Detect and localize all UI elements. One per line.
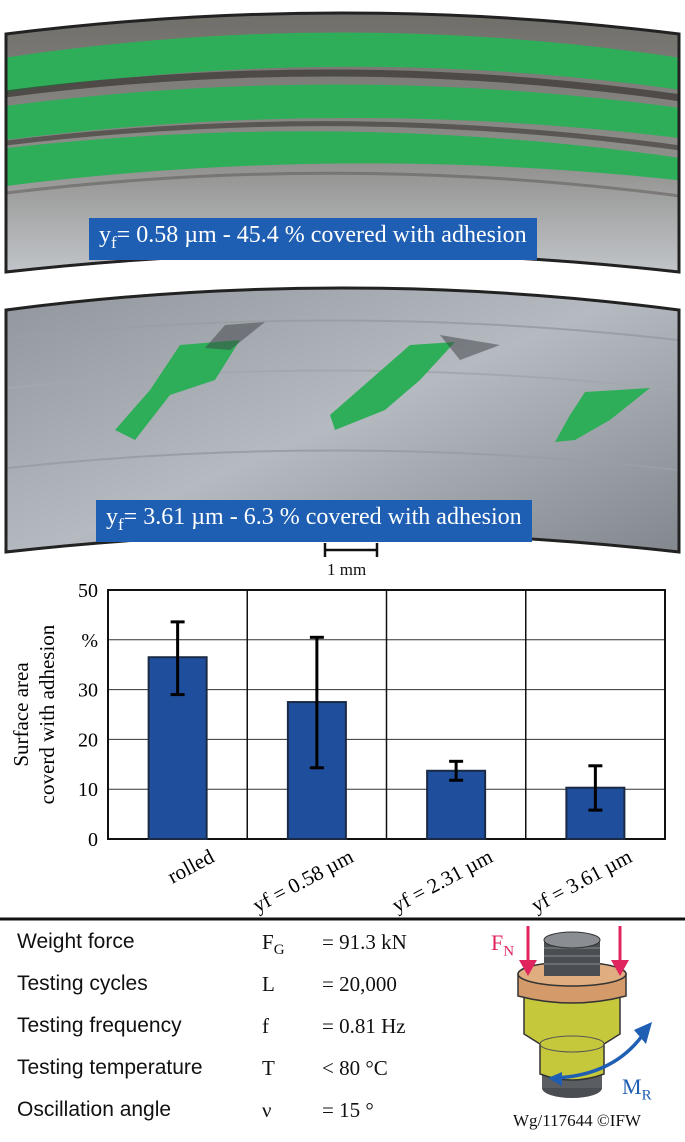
param-symbol-main: f <box>262 1014 269 1038</box>
param-symbol-main: L <box>262 972 275 996</box>
param-symbol: FG <box>262 930 285 959</box>
photo-2-label-sub: f <box>118 514 124 534</box>
photo-1-label-rest: = 0.58 µm - 45.4 % covered with adhesion <box>116 222 527 248</box>
y-axis-label-line1: Surface area <box>9 662 33 767</box>
photo-1-label-sub: f <box>111 232 117 252</box>
photo-2-label-rest: = 3.61 µm - 6.3 % covered with adhesion <box>123 504 522 530</box>
adhesion-bar-chart: 0 10 20 30% 50 Surface area coverd with adhesi… <box>9 580 666 917</box>
param-label: Oscillation angle <box>17 1098 172 1121</box>
param-symbol: L <box>262 972 275 1001</box>
copyright-credit: Wg/117644 ©IFW <box>513 1111 641 1130</box>
x-tick-label: yf = 0.58 µm <box>249 844 358 917</box>
photo-2-label: yf= 3.61 µm - 6.3 % covered with adhesio… <box>96 500 532 542</box>
photo-1-label: yf= 0.58 µm - 45.4 % covered with adhesi… <box>89 218 537 260</box>
param-value: = 15 ° <box>322 1098 374 1122</box>
param-value: < 80 °C <box>322 1056 388 1080</box>
y-tick-label: % <box>81 630 98 652</box>
fn-main: F <box>491 930 504 955</box>
specimen-illustration <box>517 926 652 1098</box>
scale-bar <box>323 543 379 557</box>
mr-main: M <box>622 1074 642 1099</box>
param-symbol: ν <box>262 1098 272 1127</box>
x-tick-label: rolled <box>163 844 218 888</box>
param-label: Weight force <box>17 930 135 953</box>
fn-sub: N <box>503 943 515 960</box>
y-tick-label: 50 <box>78 580 98 602</box>
param-symbol-main: T <box>262 1056 275 1080</box>
section-divider <box>0 917 685 921</box>
param-value: = 20,000 <box>322 972 397 996</box>
param-label: Testing temperature <box>17 1056 203 1079</box>
x-tick-label: yf = 2.31 µm <box>388 844 497 917</box>
param-symbol-main: ν <box>262 1098 272 1122</box>
param-symbol-sub: G <box>273 942 285 959</box>
photo-2-label-prefix: y <box>106 504 118 530</box>
param-value: = 91.3 kN <box>322 930 407 954</box>
y-tick-label: 0 <box>88 829 98 851</box>
param-symbol: T <box>262 1056 275 1085</box>
bar <box>426 769 487 840</box>
x-tick-label: yf = 3.61 µm <box>527 844 636 917</box>
param-value: = 0.81 Hz <box>322 1014 406 1038</box>
photo-1-label-prefix: y <box>99 222 111 248</box>
y-axis-label-line2: coverd with adhesion <box>35 624 59 804</box>
param-label: Testing frequency <box>17 1014 182 1037</box>
param-symbol: f <box>262 1014 269 1043</box>
scale-bar-label: 1 mm <box>327 560 367 579</box>
mr-sub: R <box>641 1087 652 1104</box>
plot-frame <box>107 589 666 840</box>
y-tick-label: 20 <box>78 729 98 751</box>
moment-label: MR <box>622 1074 652 1104</box>
param-label: Testing cycles <box>17 972 148 995</box>
param-symbol-main: F <box>262 930 274 954</box>
y-tick-label: 30 <box>78 680 98 702</box>
y-tick-label: 10 <box>78 779 98 801</box>
normal-force-label: FN <box>491 930 514 960</box>
